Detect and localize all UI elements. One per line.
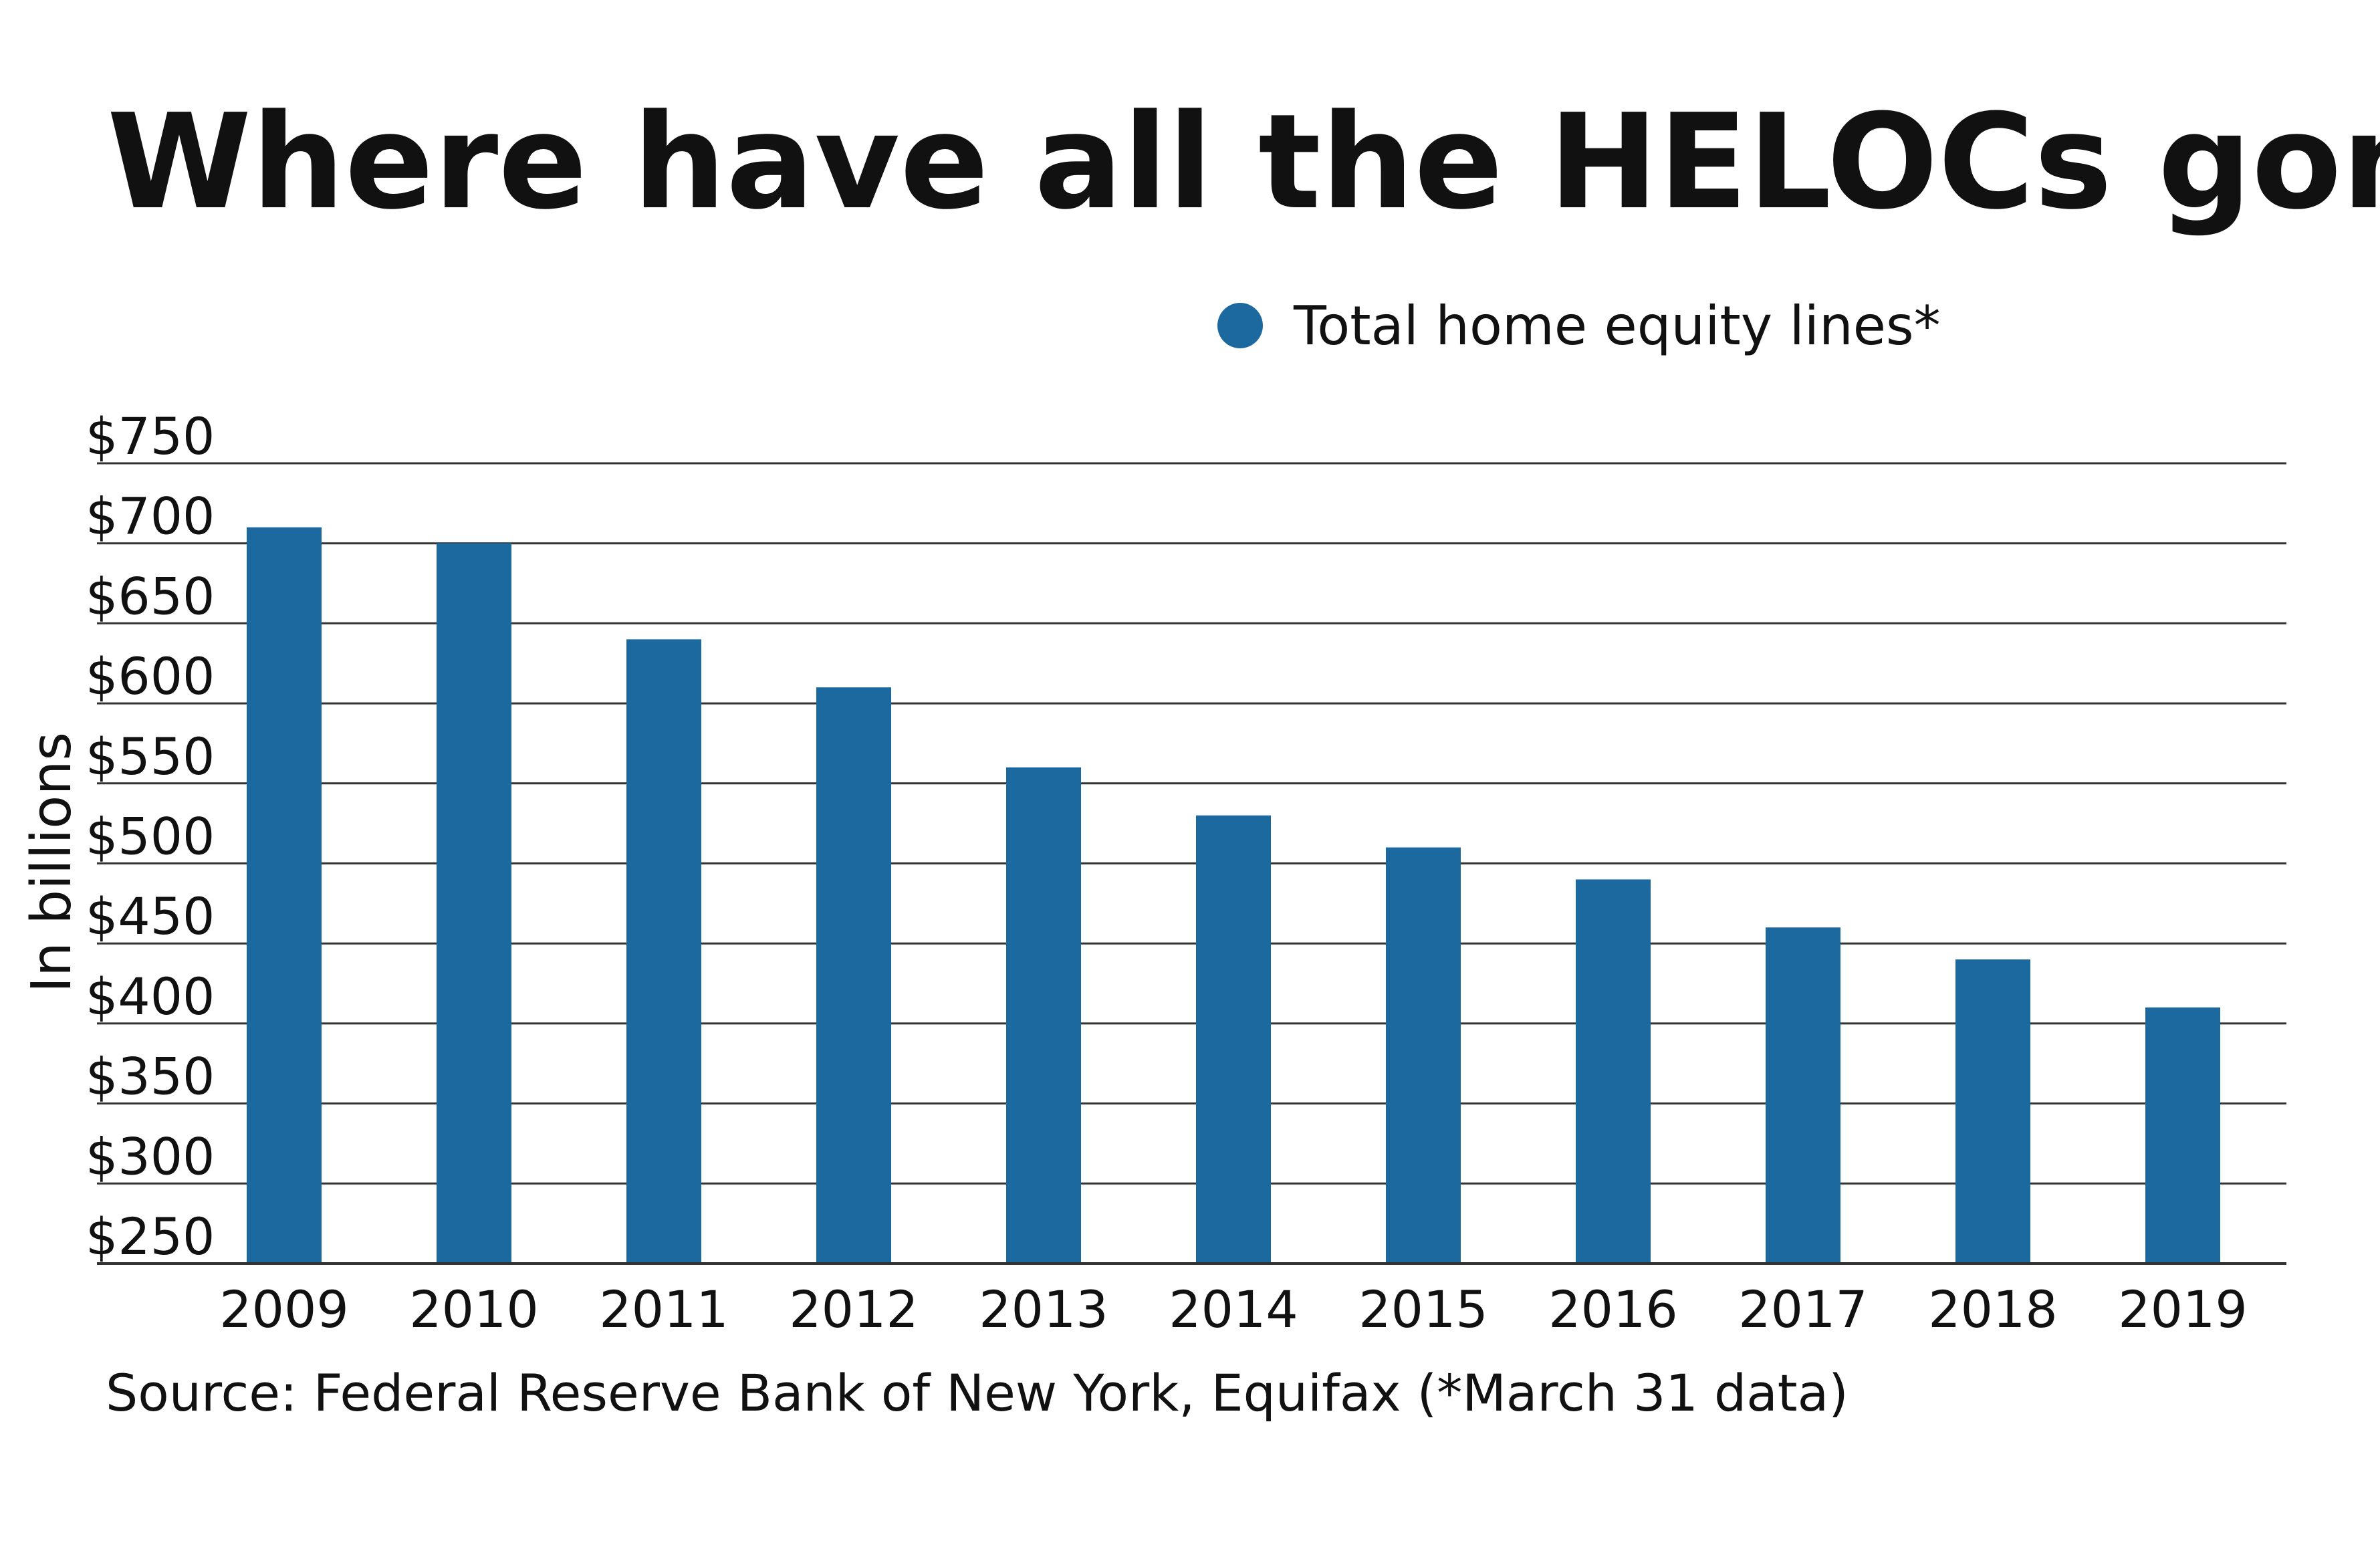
y-tick-label: $400 (86, 967, 215, 1026)
x-tick-label: 2015 (1358, 1280, 1488, 1339)
y-tick-label: $250 (86, 1207, 215, 1266)
x-tick-labels: 2009 2010 2011 2012 2013 2014 2015 2016 2017 2018… (219, 1280, 2247, 1339)
x-tick-label: 2012 (789, 1280, 918, 1339)
bar-2015 (1386, 847, 1461, 1264)
bar-2017 (1766, 927, 1840, 1264)
y-tick-label: $750 (86, 406, 215, 466)
x-tick-label: 2011 (599, 1280, 728, 1339)
x-tick-label: 2018 (1928, 1280, 2057, 1339)
legend-marker (1217, 303, 1263, 348)
bars (97, 527, 2286, 1265)
y-tick-label: $600 (86, 646, 215, 706)
legend-label: Total home equity lines* (1293, 295, 1941, 357)
bar-2016 (1576, 879, 1651, 1264)
y-tick-label: $650 (86, 566, 215, 626)
bar-2019 (2145, 1007, 2220, 1264)
y-tick-label: $300 (86, 1126, 215, 1186)
x-tick-label: 2009 (219, 1280, 348, 1339)
bar-2012 (816, 687, 891, 1264)
x-tick-label: 2010 (409, 1280, 538, 1339)
y-tick-label: $550 (86, 727, 215, 786)
x-tick-label: 2017 (1738, 1280, 1867, 1339)
y-axis-label: In billions (20, 732, 84, 993)
bar-2011 (626, 639, 701, 1264)
y-tick-labels: $250 $300 $350 $400 $450 $500 $550 $600 $650 $700… (86, 406, 215, 1266)
chart-title: Where have all the HELOCs gone? (107, 86, 2380, 239)
bar-2014 (1196, 815, 1271, 1264)
bar-2010 (437, 543, 511, 1264)
x-tick-label: 2013 (979, 1280, 1108, 1339)
x-tick-label: 2014 (1169, 1280, 1298, 1339)
x-tick-label: 2016 (1548, 1280, 1677, 1339)
y-tick-label: $350 (86, 1047, 215, 1106)
x-tick-label: 2019 (2118, 1280, 2247, 1339)
y-tick-label: $500 (86, 807, 215, 866)
bar-2009 (247, 527, 322, 1264)
y-tick-label: $700 (86, 487, 215, 546)
bar-2013 (1006, 767, 1081, 1264)
y-tick-label: $450 (86, 886, 215, 946)
source-note: Source: Federal Reserve Bank of New York… (106, 1363, 1849, 1423)
bar-2018 (1955, 959, 2030, 1264)
legend: Total home equity lines* (1217, 295, 1941, 357)
